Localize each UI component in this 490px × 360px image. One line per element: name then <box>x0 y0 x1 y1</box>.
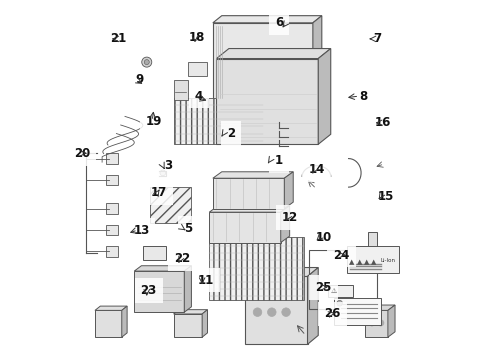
Polygon shape <box>318 49 331 144</box>
Text: ▲: ▲ <box>357 259 362 265</box>
Circle shape <box>160 170 166 176</box>
Bar <box>309 249 377 309</box>
Text: Li-Ion: Li-Ion <box>380 258 395 263</box>
Circle shape <box>253 308 262 316</box>
FancyBboxPatch shape <box>143 246 167 260</box>
Circle shape <box>144 60 149 64</box>
Text: 5: 5 <box>184 222 192 235</box>
FancyBboxPatch shape <box>347 246 398 273</box>
Polygon shape <box>213 16 322 23</box>
Bar <box>213 23 313 102</box>
Polygon shape <box>284 172 293 208</box>
Text: 3: 3 <box>164 159 172 172</box>
Text: 9: 9 <box>136 73 144 86</box>
Polygon shape <box>217 49 331 59</box>
Polygon shape <box>388 305 395 337</box>
FancyBboxPatch shape <box>173 80 188 100</box>
Polygon shape <box>184 266 192 312</box>
Polygon shape <box>313 16 322 102</box>
Polygon shape <box>308 267 318 344</box>
Bar <box>150 187 192 223</box>
Text: ▲: ▲ <box>349 259 355 265</box>
Text: 24: 24 <box>333 248 350 261</box>
FancyBboxPatch shape <box>188 62 207 76</box>
Text: 20: 20 <box>74 147 91 160</box>
Text: 19: 19 <box>146 114 162 127</box>
Polygon shape <box>209 206 290 212</box>
Text: 15: 15 <box>378 190 394 203</box>
Polygon shape <box>122 306 127 337</box>
Polygon shape <box>245 267 318 276</box>
Text: 8: 8 <box>359 90 367 103</box>
Circle shape <box>337 300 343 306</box>
Text: 16: 16 <box>374 116 391 129</box>
Circle shape <box>282 308 291 316</box>
Bar <box>173 314 202 337</box>
Polygon shape <box>134 266 192 271</box>
FancyBboxPatch shape <box>334 298 381 325</box>
Text: 14: 14 <box>308 163 325 176</box>
Text: 11: 11 <box>197 274 214 287</box>
Text: 10: 10 <box>316 231 332 244</box>
Circle shape <box>368 320 375 326</box>
Bar <box>365 310 388 337</box>
Polygon shape <box>281 206 290 243</box>
Bar <box>217 59 318 144</box>
Bar <box>134 271 184 312</box>
Polygon shape <box>95 306 127 310</box>
FancyBboxPatch shape <box>106 225 118 235</box>
Polygon shape <box>173 310 207 314</box>
Bar <box>213 178 284 208</box>
Text: 18: 18 <box>189 31 205 44</box>
Bar <box>95 310 122 337</box>
Text: 26: 26 <box>324 307 341 320</box>
Text: 23: 23 <box>141 284 157 297</box>
Bar <box>245 276 308 344</box>
Text: 13: 13 <box>133 224 149 237</box>
FancyBboxPatch shape <box>106 203 118 214</box>
FancyBboxPatch shape <box>106 153 118 164</box>
Polygon shape <box>365 305 395 310</box>
Bar <box>209 237 304 300</box>
Text: ▲: ▲ <box>371 259 376 265</box>
Circle shape <box>377 320 384 326</box>
Text: 25: 25 <box>316 281 332 294</box>
Text: 12: 12 <box>282 211 298 224</box>
FancyBboxPatch shape <box>106 175 118 185</box>
Text: 7: 7 <box>373 32 381 45</box>
Text: 21: 21 <box>110 32 126 45</box>
Text: 4: 4 <box>195 90 203 103</box>
Text: 6: 6 <box>275 16 283 29</box>
Polygon shape <box>213 172 293 178</box>
Circle shape <box>142 57 152 67</box>
Text: ▲: ▲ <box>364 259 369 265</box>
Bar <box>173 98 265 144</box>
Text: 22: 22 <box>174 252 191 265</box>
FancyBboxPatch shape <box>368 232 377 248</box>
FancyBboxPatch shape <box>328 285 353 297</box>
FancyBboxPatch shape <box>106 246 118 257</box>
Text: ⚠: ⚠ <box>331 288 337 294</box>
Polygon shape <box>202 310 207 337</box>
Bar <box>209 212 281 243</box>
Circle shape <box>268 308 276 316</box>
Text: 17: 17 <box>151 186 168 199</box>
Text: 2: 2 <box>227 127 235 140</box>
Text: 1: 1 <box>275 154 283 167</box>
